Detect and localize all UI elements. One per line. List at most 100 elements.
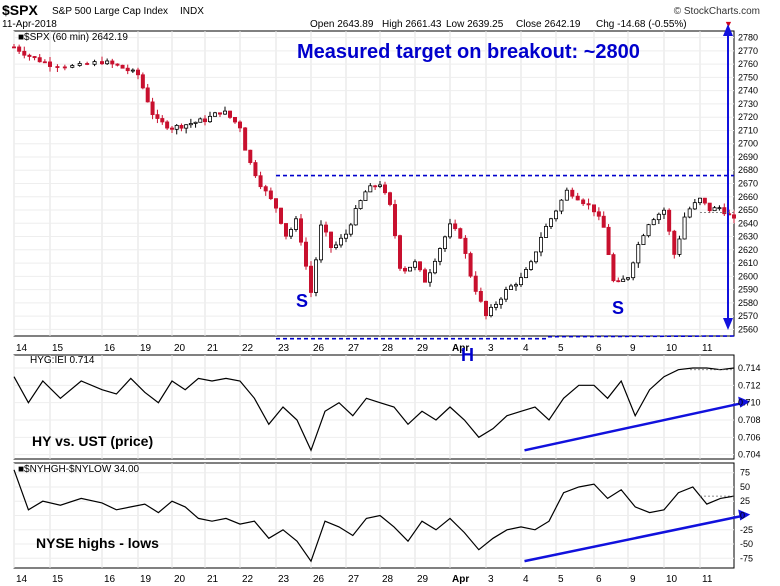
candle-body [328,231,333,248]
candle-body [11,46,16,49]
candle-body [232,117,237,123]
candle-body [458,228,463,239]
candle-body [651,219,656,226]
candle-body [140,74,145,89]
price-tick-label: 2610 [738,258,758,268]
candle-body [631,262,636,279]
x-tick-label: 21 [207,343,219,354]
x-tick-label: 19 [140,574,152,585]
candle-body [283,223,288,237]
header-high: High 2661.43 [382,19,442,30]
candle-body [498,298,503,305]
x-tick-label: 3 [488,574,494,585]
left-shoulder-label: S [296,291,308,311]
candle-body [559,199,564,212]
candle-body [468,253,473,277]
candle-body [519,277,524,286]
x-tick-label: 22 [242,343,254,354]
candle-body [549,218,554,227]
candle-body [473,275,478,292]
price-tick-label: 2620 [738,245,758,255]
candle-body [437,248,442,262]
x-tick-label: 15 [52,343,64,354]
candle-body [227,110,232,118]
price-legend: ■$SPX (60 min) 2642.19 [18,32,128,43]
candle-body [601,215,606,228]
candle-body [592,204,597,213]
x-tick-label: 23 [278,343,290,354]
candle-body [32,56,37,59]
header-close: Close 2642.19 [516,19,581,30]
trendline-arrowhead [738,396,751,408]
price-tick-label: 2580 [738,298,758,308]
price-tick-label: 2760 [738,59,758,69]
brand-label: © StockCharts.com [674,6,760,17]
price-tick-label: 2730 [738,99,758,109]
candle-body [184,124,189,129]
x-tick-label: 5 [558,574,564,585]
x-tick-label: 27 [348,574,360,585]
candle-body [37,57,42,63]
price-tick-label: 2560 [738,324,758,334]
candle-body [529,261,534,270]
x-tick-label: Apr [452,574,469,585]
x-tick-label: 4 [523,343,529,354]
candle-body [392,204,397,237]
candle-body [22,50,27,56]
candle-body [463,237,468,254]
price-tick-label: 2590 [738,285,758,295]
price-tick-label: 2720 [738,112,758,122]
candle-body [544,226,549,238]
x-tick-label: 20 [174,343,186,354]
candle-body [363,191,368,201]
candle-body [407,266,412,272]
candle-body [722,207,727,215]
candle-body [62,66,67,69]
x-tick-label: 16 [104,343,116,354]
price-tick-label: 2750 [738,72,758,82]
price-candles [11,43,737,320]
hyg-line [13,367,735,452]
candle-body [616,280,621,283]
candle-body [621,278,626,282]
candle-body [412,261,417,268]
candle-body [125,67,130,72]
target-annotation: Measured target on breakout: ~2800 [297,41,640,63]
candle-body [402,267,407,272]
candle-body [672,230,677,255]
candle-body [278,207,283,224]
candle-body [687,208,692,218]
candle-body [188,123,193,126]
candle-body [169,127,174,130]
candle-body [453,223,458,230]
x-tick-label: 3 [488,343,494,354]
price-tick-label: 2700 [738,139,758,149]
header-change: Chg -14.68 (-0.55%) [596,19,687,30]
candle-body [105,60,110,65]
nyse-legend: ■$NYHGH-$NYLOW 34.00 [18,464,140,475]
candle-body [174,125,179,130]
candle-body [611,254,616,282]
candle-body [155,114,160,119]
candle-body [145,87,150,103]
candle-body [432,260,437,274]
candle-body [198,118,203,123]
header-symbol: $SPX [2,2,38,18]
candle-body [273,198,278,209]
candle-body [662,209,667,215]
candle-body [207,115,212,123]
x-tick-label: 20 [174,574,186,585]
candle-body [382,184,387,194]
candle-body [42,61,47,64]
trendline-arrow [524,401,745,452]
nyse-tick-label: 75 [740,468,750,478]
price-tick-label: 2640 [738,218,758,228]
hyg-tick-label: 0.710 [738,398,761,408]
x-tick-label: 22 [242,574,254,585]
candle-body [298,218,303,243]
candle-body [318,224,323,261]
x-tick-label: 23 [278,574,290,585]
x-tick-label: 5 [558,343,564,354]
hyg-panel-label: HY vs. UST (price) [32,433,153,449]
candle-body [447,223,452,238]
